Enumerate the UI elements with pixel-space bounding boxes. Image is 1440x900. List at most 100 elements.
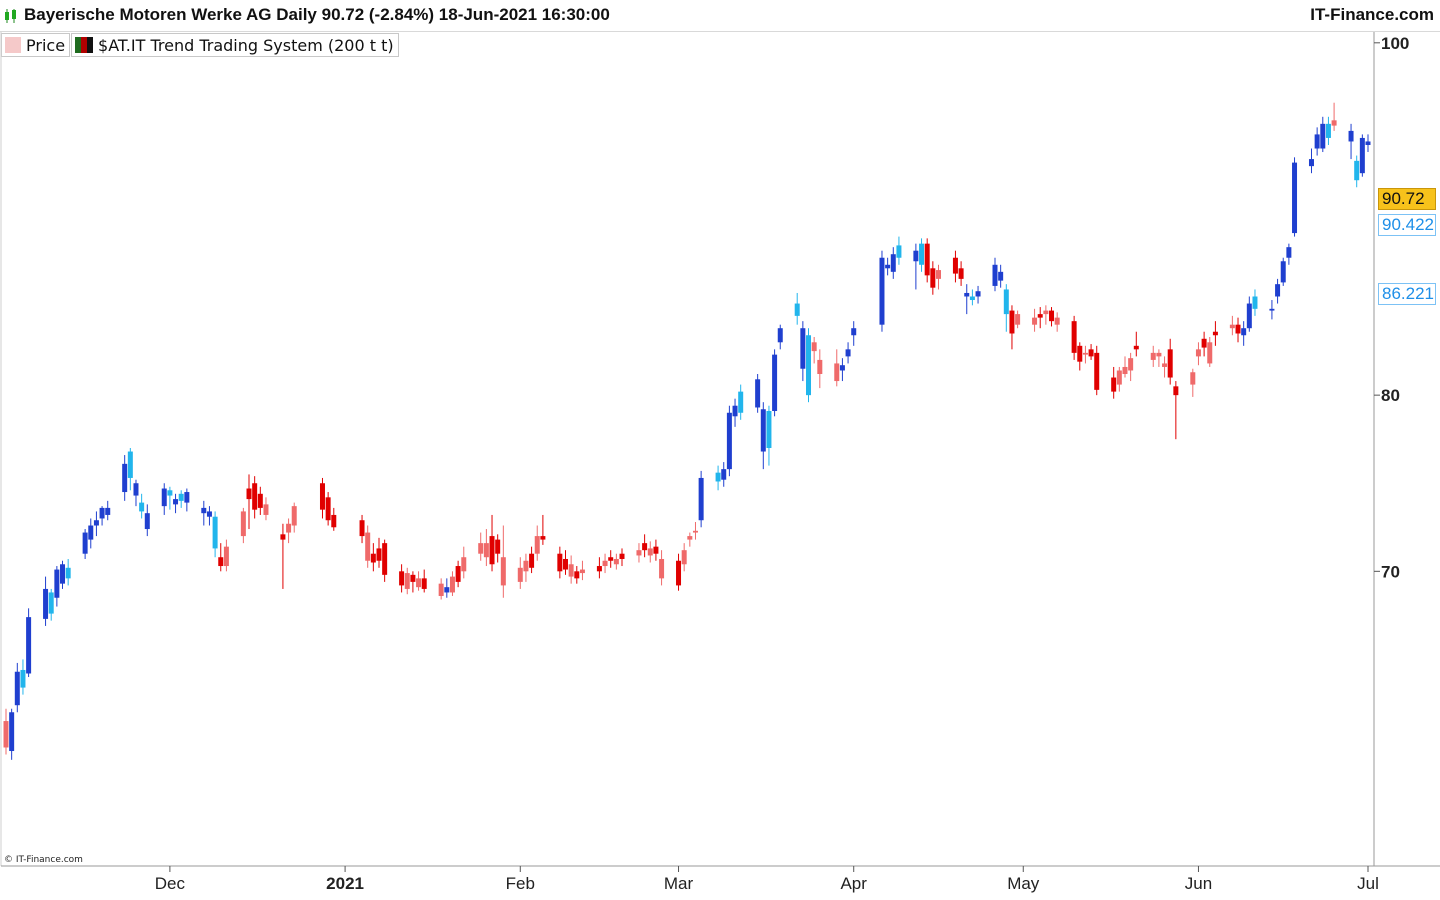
candle bbox=[1032, 308, 1038, 332]
candle bbox=[201, 500, 207, 526]
candle bbox=[257, 486, 263, 515]
candle-body bbox=[794, 303, 800, 316]
candle bbox=[1049, 307, 1055, 327]
candle bbox=[794, 292, 800, 325]
candle bbox=[359, 514, 365, 544]
candle-body bbox=[455, 566, 461, 582]
candle-body bbox=[1054, 317, 1060, 325]
candle-body bbox=[964, 292, 970, 297]
candle-body bbox=[263, 504, 269, 515]
candle-body bbox=[65, 567, 71, 579]
candle bbox=[992, 257, 998, 292]
candle bbox=[1252, 289, 1258, 316]
candle bbox=[608, 550, 614, 568]
candle-body bbox=[122, 463, 128, 493]
candle bbox=[1009, 305, 1015, 350]
candle-body bbox=[760, 409, 766, 452]
candle-body bbox=[574, 571, 580, 579]
candle-body bbox=[1128, 358, 1134, 371]
candle bbox=[517, 557, 523, 589]
candle-body bbox=[280, 534, 286, 540]
candle bbox=[681, 543, 687, 572]
candle-body bbox=[935, 270, 941, 279]
candle bbox=[127, 448, 133, 491]
candle bbox=[82, 529, 88, 559]
x-tick-label: Feb bbox=[506, 874, 535, 893]
candle-body bbox=[54, 569, 60, 598]
candle bbox=[692, 521, 698, 540]
legend-item-indicator[interactable]: $AT.IT Trend Trading System (200 t t) bbox=[71, 33, 399, 57]
candle-body bbox=[1201, 338, 1207, 348]
candle-body bbox=[579, 569, 585, 574]
candle-body bbox=[738, 391, 744, 413]
candle bbox=[93, 511, 99, 537]
candle-body bbox=[653, 546, 659, 554]
candle-body bbox=[489, 536, 495, 565]
candle bbox=[1111, 366, 1117, 399]
candle-body bbox=[647, 548, 653, 556]
candle bbox=[885, 257, 891, 276]
candle-body bbox=[14, 671, 20, 706]
candle bbox=[105, 500, 111, 521]
candle bbox=[969, 289, 975, 306]
candle-body bbox=[3, 721, 9, 748]
candle bbox=[1320, 116, 1326, 153]
candle-body bbox=[478, 543, 484, 554]
candle-body bbox=[726, 412, 732, 470]
candle bbox=[721, 462, 727, 487]
candle bbox=[596, 557, 602, 579]
candle-body bbox=[1235, 324, 1241, 334]
x-tick-label: May bbox=[1007, 874, 1040, 893]
x-tick-label: Jul bbox=[1357, 874, 1379, 893]
candle-body bbox=[201, 507, 207, 514]
candle bbox=[1269, 300, 1275, 320]
candle bbox=[410, 571, 416, 593]
candle-body bbox=[1162, 363, 1168, 367]
candle bbox=[1167, 338, 1173, 385]
candle-body bbox=[286, 523, 292, 533]
resistance-level-tag: 86.221 bbox=[1378, 283, 1436, 305]
candle bbox=[489, 514, 495, 572]
legend-item-price[interactable]: Price bbox=[1, 33, 71, 57]
candle-body bbox=[1325, 123, 1331, 138]
candle bbox=[331, 507, 337, 531]
candle bbox=[1173, 381, 1179, 440]
candle bbox=[534, 525, 540, 561]
candle-body bbox=[1122, 366, 1128, 375]
candle-body bbox=[1088, 349, 1094, 357]
candle-body bbox=[1077, 345, 1083, 362]
candle bbox=[88, 518, 94, 549]
candle-body bbox=[421, 578, 427, 589]
candle bbox=[20, 659, 26, 695]
candle-body bbox=[919, 243, 925, 265]
candle bbox=[1314, 127, 1320, 156]
candle-body bbox=[382, 543, 388, 575]
chart-title: Bayerische Motoren Werke AG Daily 90.72 … bbox=[24, 5, 610, 24]
candle-body bbox=[495, 539, 501, 554]
candle-body bbox=[20, 669, 26, 688]
candle bbox=[263, 497, 269, 521]
candle bbox=[919, 238, 925, 272]
candle bbox=[732, 398, 738, 427]
candle bbox=[924, 238, 930, 283]
last-price-tag: 90.72 bbox=[1378, 188, 1436, 210]
candle bbox=[48, 588, 54, 621]
candle bbox=[133, 479, 139, 507]
candle bbox=[167, 486, 173, 510]
x-axis: Dec 2021 Feb Mar Apr May Jun Jul bbox=[155, 866, 1379, 893]
candle-body bbox=[1269, 308, 1275, 311]
candle bbox=[26, 608, 32, 678]
candle bbox=[935, 264, 941, 290]
candle-body bbox=[1314, 134, 1320, 149]
candle bbox=[890, 247, 896, 279]
y-tick-label: 80 bbox=[1381, 386, 1400, 405]
candle-body bbox=[523, 560, 529, 572]
candle bbox=[1348, 123, 1354, 160]
candle bbox=[184, 488, 190, 512]
candle-body bbox=[534, 536, 540, 554]
candle-body bbox=[240, 511, 246, 537]
candle bbox=[777, 324, 783, 350]
candle bbox=[806, 328, 812, 403]
candle-body bbox=[1003, 289, 1009, 315]
